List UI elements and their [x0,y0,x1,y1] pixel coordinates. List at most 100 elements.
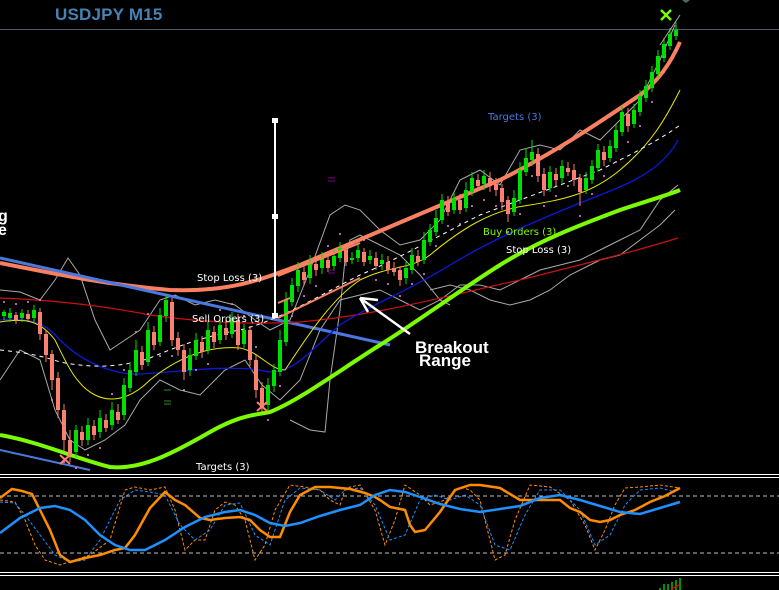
candle [224,328,228,335]
candle [332,256,336,266]
candle [260,388,264,408]
candle [398,270,402,280]
candle [524,158,528,172]
measure-handle-bottom[interactable] [272,313,278,318]
candle [620,112,624,132]
candle [644,86,648,98]
candle [380,260,384,264]
candle [560,166,564,178]
candle [218,325,222,340]
breakout-label-line1: Breakout [415,338,489,357]
candle [212,332,216,342]
candle [392,268,396,272]
candle [632,110,636,124]
candle [356,250,360,258]
candle [314,264,318,270]
measure-tool[interactable] [272,118,278,318]
candle [68,440,72,455]
candle [170,302,174,340]
upper-channel-line [0,41,682,293]
candle [626,114,630,126]
parabolic-sar-dots [3,49,677,469]
oscillator-fast-line [0,483,681,564]
left-partial-text-top: g [0,208,8,225]
candle [14,315,18,320]
ma-blue-line [0,139,679,375]
candle [92,426,96,435]
measure-handle-mid[interactable] [272,214,278,219]
candle [284,300,288,342]
candle [674,30,678,36]
candle [518,170,522,200]
candle [590,166,594,180]
candle [488,178,492,186]
candle [56,378,60,410]
sell-cross-marker-icon [59,401,268,465]
candle [512,198,516,212]
candle [422,240,426,260]
candle [128,370,132,388]
candle [122,385,126,415]
descending-trendline [0,256,391,347]
panel-separator [0,474,779,576]
candle [344,250,348,262]
left-partial-text-bottom: e [0,222,7,239]
candle [188,355,192,370]
stop-loss-right-label: Stop Loss (3) [506,245,572,256]
candle [386,262,390,270]
candle [248,330,252,360]
candle [74,430,78,452]
volume-signal-line [670,584,680,590]
targets-top-label: Targets (3) [488,112,542,123]
candle [554,174,558,180]
candle [476,180,480,186]
lower-descending-trendline [0,449,91,471]
oscillator-panel [0,483,779,566]
candle [242,330,246,344]
candle [614,130,618,148]
bollinger-bands [0,24,679,451]
candle [164,300,168,316]
candle [296,270,300,286]
candle [140,352,144,365]
candle [338,248,342,258]
candle [410,255,414,270]
candlesticks [2,22,678,462]
buy-orders-label: Buy Orders (3) [483,227,557,238]
candle [98,418,102,432]
candle [572,170,576,180]
candle [662,44,666,58]
candle [596,150,600,168]
candle [80,432,84,440]
candle [434,218,438,232]
candle [230,318,234,334]
ma-white-dashed-line [0,124,681,367]
chart-title: USDJPY M15 [55,5,163,24]
candle [638,96,642,112]
candle [602,152,606,160]
candle [506,200,510,214]
oscillator-slow-line [0,488,681,552]
measure-handle-top[interactable] [272,118,278,123]
candle [452,198,456,210]
candle [62,410,66,440]
volume-bars-partial [659,578,681,590]
candle [110,410,114,425]
candle [656,56,660,74]
candle [464,190,468,208]
candle [38,312,42,334]
candle [500,188,504,202]
candle [308,262,312,278]
candle [236,320,240,345]
candle [320,258,324,268]
scroll-marker-icon[interactable] [682,0,690,3]
candle [302,272,306,280]
candle [536,154,540,176]
candle [566,168,570,172]
ma-red-line [0,237,679,324]
candle [182,350,186,372]
candle [494,184,498,190]
candle [176,338,180,350]
